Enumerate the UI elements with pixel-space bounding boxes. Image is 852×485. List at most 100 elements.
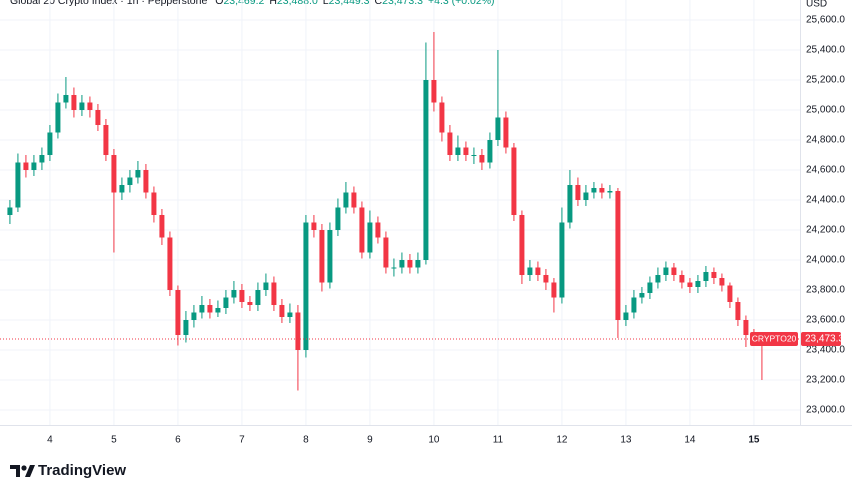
candle-body xyxy=(295,312,301,350)
x-tick-label: 6 xyxy=(175,435,181,446)
candle-body xyxy=(119,185,125,193)
candle-body xyxy=(55,102,61,133)
candle-body xyxy=(343,192,349,208)
y-tick-label: 24,600.0 xyxy=(806,165,845,176)
candle-body xyxy=(199,305,205,313)
candle-body xyxy=(503,117,509,148)
candle-body xyxy=(663,267,669,275)
price-tag-label: 23,473.3 xyxy=(805,334,844,345)
candle-body xyxy=(543,275,549,283)
candle-body xyxy=(711,272,717,278)
candle-body xyxy=(719,278,725,286)
logo-slash xyxy=(25,465,35,477)
candle-body xyxy=(327,230,333,283)
y-tick-label: 23,600.0 xyxy=(806,315,845,326)
candle-body xyxy=(407,260,413,268)
candle-body xyxy=(87,102,93,110)
candle-body xyxy=(7,207,13,215)
x-tick-label: 8 xyxy=(303,435,309,446)
candle-body xyxy=(71,95,77,110)
ohlc-value: 23,469.2 xyxy=(223,0,264,7)
candle-body xyxy=(495,117,501,140)
candle-body xyxy=(311,222,317,230)
candle-body xyxy=(439,102,445,133)
candle-body xyxy=(207,305,213,313)
candle-body xyxy=(167,237,173,290)
candle-body xyxy=(455,147,461,155)
x-tick-label: 7 xyxy=(239,435,245,446)
candle-body xyxy=(415,260,421,268)
symbol-label: CRYPTO20 xyxy=(752,333,797,343)
candle-body xyxy=(399,260,405,268)
y-tick-label: 24,200.0 xyxy=(806,225,845,236)
candle-body xyxy=(351,192,357,208)
candle-body xyxy=(383,237,389,268)
candle-body xyxy=(623,312,629,320)
candle-body xyxy=(599,188,605,193)
x-tick-label: 14 xyxy=(684,435,696,446)
candle-body xyxy=(151,192,157,215)
y-tick-label: 24,000.0 xyxy=(806,255,845,266)
candle-body xyxy=(47,132,53,155)
candle-body xyxy=(487,140,493,163)
x-tick-label: 15 xyxy=(748,435,760,446)
candle-body xyxy=(319,230,325,283)
candle-body xyxy=(255,290,261,305)
candle-body xyxy=(39,155,45,163)
candle-body xyxy=(695,281,701,287)
candle-body xyxy=(271,282,277,305)
candle-body xyxy=(551,282,557,298)
candles xyxy=(7,32,765,391)
candle-body xyxy=(279,305,285,317)
y-tick-label: 25,400.0 xyxy=(806,45,845,56)
candle-body xyxy=(479,155,485,163)
y-tick-label: 23,800.0 xyxy=(806,285,845,296)
currency-label: USD xyxy=(806,0,827,10)
candle-body xyxy=(687,282,693,287)
x-tick-label: 4 xyxy=(47,435,53,446)
candle-body xyxy=(631,297,637,313)
candle-body xyxy=(175,290,181,335)
candle-body xyxy=(447,132,453,155)
y-tick-label: 24,400.0 xyxy=(806,195,845,206)
ohlc-key: H xyxy=(269,0,277,7)
x-tick-label: 13 xyxy=(620,435,632,446)
ohlc-key: O xyxy=(215,0,223,7)
x-tick-label: 12 xyxy=(556,435,568,446)
candle-body xyxy=(223,297,229,308)
y-tick-label: 23,200.0 xyxy=(806,375,845,386)
candle-body xyxy=(639,293,645,298)
candle-body xyxy=(703,272,709,281)
candle-body xyxy=(79,102,85,110)
candle-body xyxy=(95,110,101,125)
ohlc-value: 23,488.0 xyxy=(277,0,318,7)
ohlc-value: 23,473.3 xyxy=(382,0,423,7)
candle-body xyxy=(431,80,437,103)
ohlc-change: +4.3 (+0.02%) xyxy=(428,0,495,7)
candle-body xyxy=(471,155,477,156)
y-tick-label: 25,600.0 xyxy=(806,15,845,26)
instrument-name: Global 20 Crypto Index · 1h · Pepperston… xyxy=(10,0,207,7)
candle-body xyxy=(63,95,69,103)
x-tick-label: 11 xyxy=(493,435,504,446)
candle-body xyxy=(463,147,469,155)
ohlc-legend: Global 20 Crypto Index · 1h · Pepperston… xyxy=(10,0,495,7)
candle-body xyxy=(103,125,109,155)
candle-body xyxy=(375,222,381,238)
candle-body xyxy=(647,282,653,293)
candle-body xyxy=(111,155,117,193)
candle-body xyxy=(583,192,589,200)
candle-body xyxy=(591,188,597,193)
x-tick-label: 9 xyxy=(367,435,373,446)
brand-logo: TradingView xyxy=(10,462,126,479)
candle-body xyxy=(567,185,573,223)
candle-body xyxy=(559,222,565,298)
candle-body xyxy=(303,222,309,350)
candle-body xyxy=(575,185,581,200)
candle-body xyxy=(263,282,269,290)
logo-mark xyxy=(10,465,20,477)
candle-body xyxy=(287,312,293,317)
candle-body xyxy=(247,302,253,305)
candle-body xyxy=(519,215,525,275)
